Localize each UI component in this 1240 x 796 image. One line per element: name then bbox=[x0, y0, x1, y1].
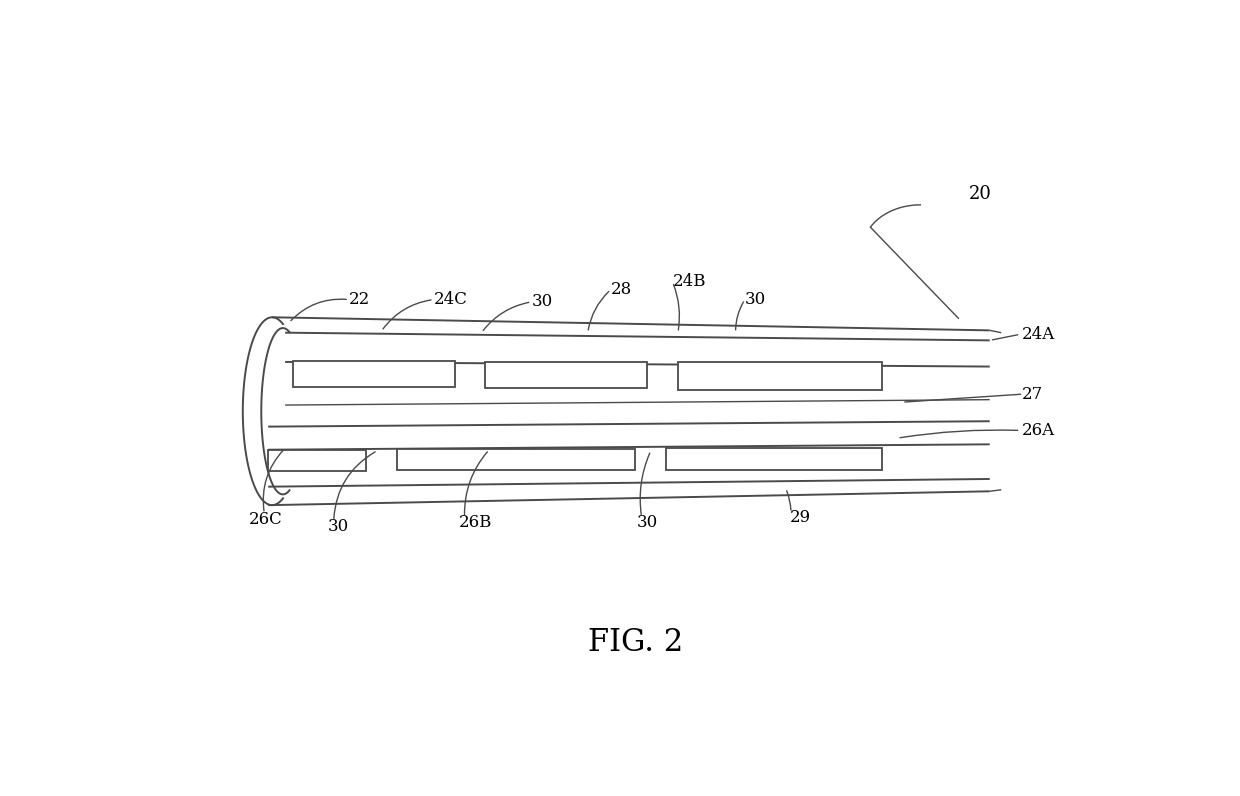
Text: 28: 28 bbox=[611, 281, 632, 298]
Text: 30: 30 bbox=[532, 294, 553, 310]
Text: 27: 27 bbox=[1022, 386, 1043, 403]
Text: 29: 29 bbox=[790, 509, 811, 526]
Text: 30: 30 bbox=[327, 518, 348, 535]
Text: 30: 30 bbox=[745, 291, 766, 308]
Bar bbox=[666, 448, 882, 470]
Text: 26B: 26B bbox=[459, 514, 492, 532]
Text: 20: 20 bbox=[968, 185, 992, 203]
Text: 24B: 24B bbox=[672, 273, 706, 291]
Text: 24C: 24C bbox=[434, 291, 467, 308]
Text: 26A: 26A bbox=[1022, 422, 1055, 439]
Text: 26C: 26C bbox=[249, 510, 283, 528]
Text: 22: 22 bbox=[350, 291, 371, 308]
Bar bbox=[678, 362, 882, 390]
Text: FIG. 2: FIG. 2 bbox=[588, 626, 683, 657]
Text: 30: 30 bbox=[637, 514, 658, 532]
Bar bbox=[293, 361, 455, 387]
Bar bbox=[485, 362, 647, 388]
Bar bbox=[397, 449, 635, 470]
Text: 24A: 24A bbox=[1022, 326, 1055, 343]
Bar bbox=[268, 450, 366, 471]
